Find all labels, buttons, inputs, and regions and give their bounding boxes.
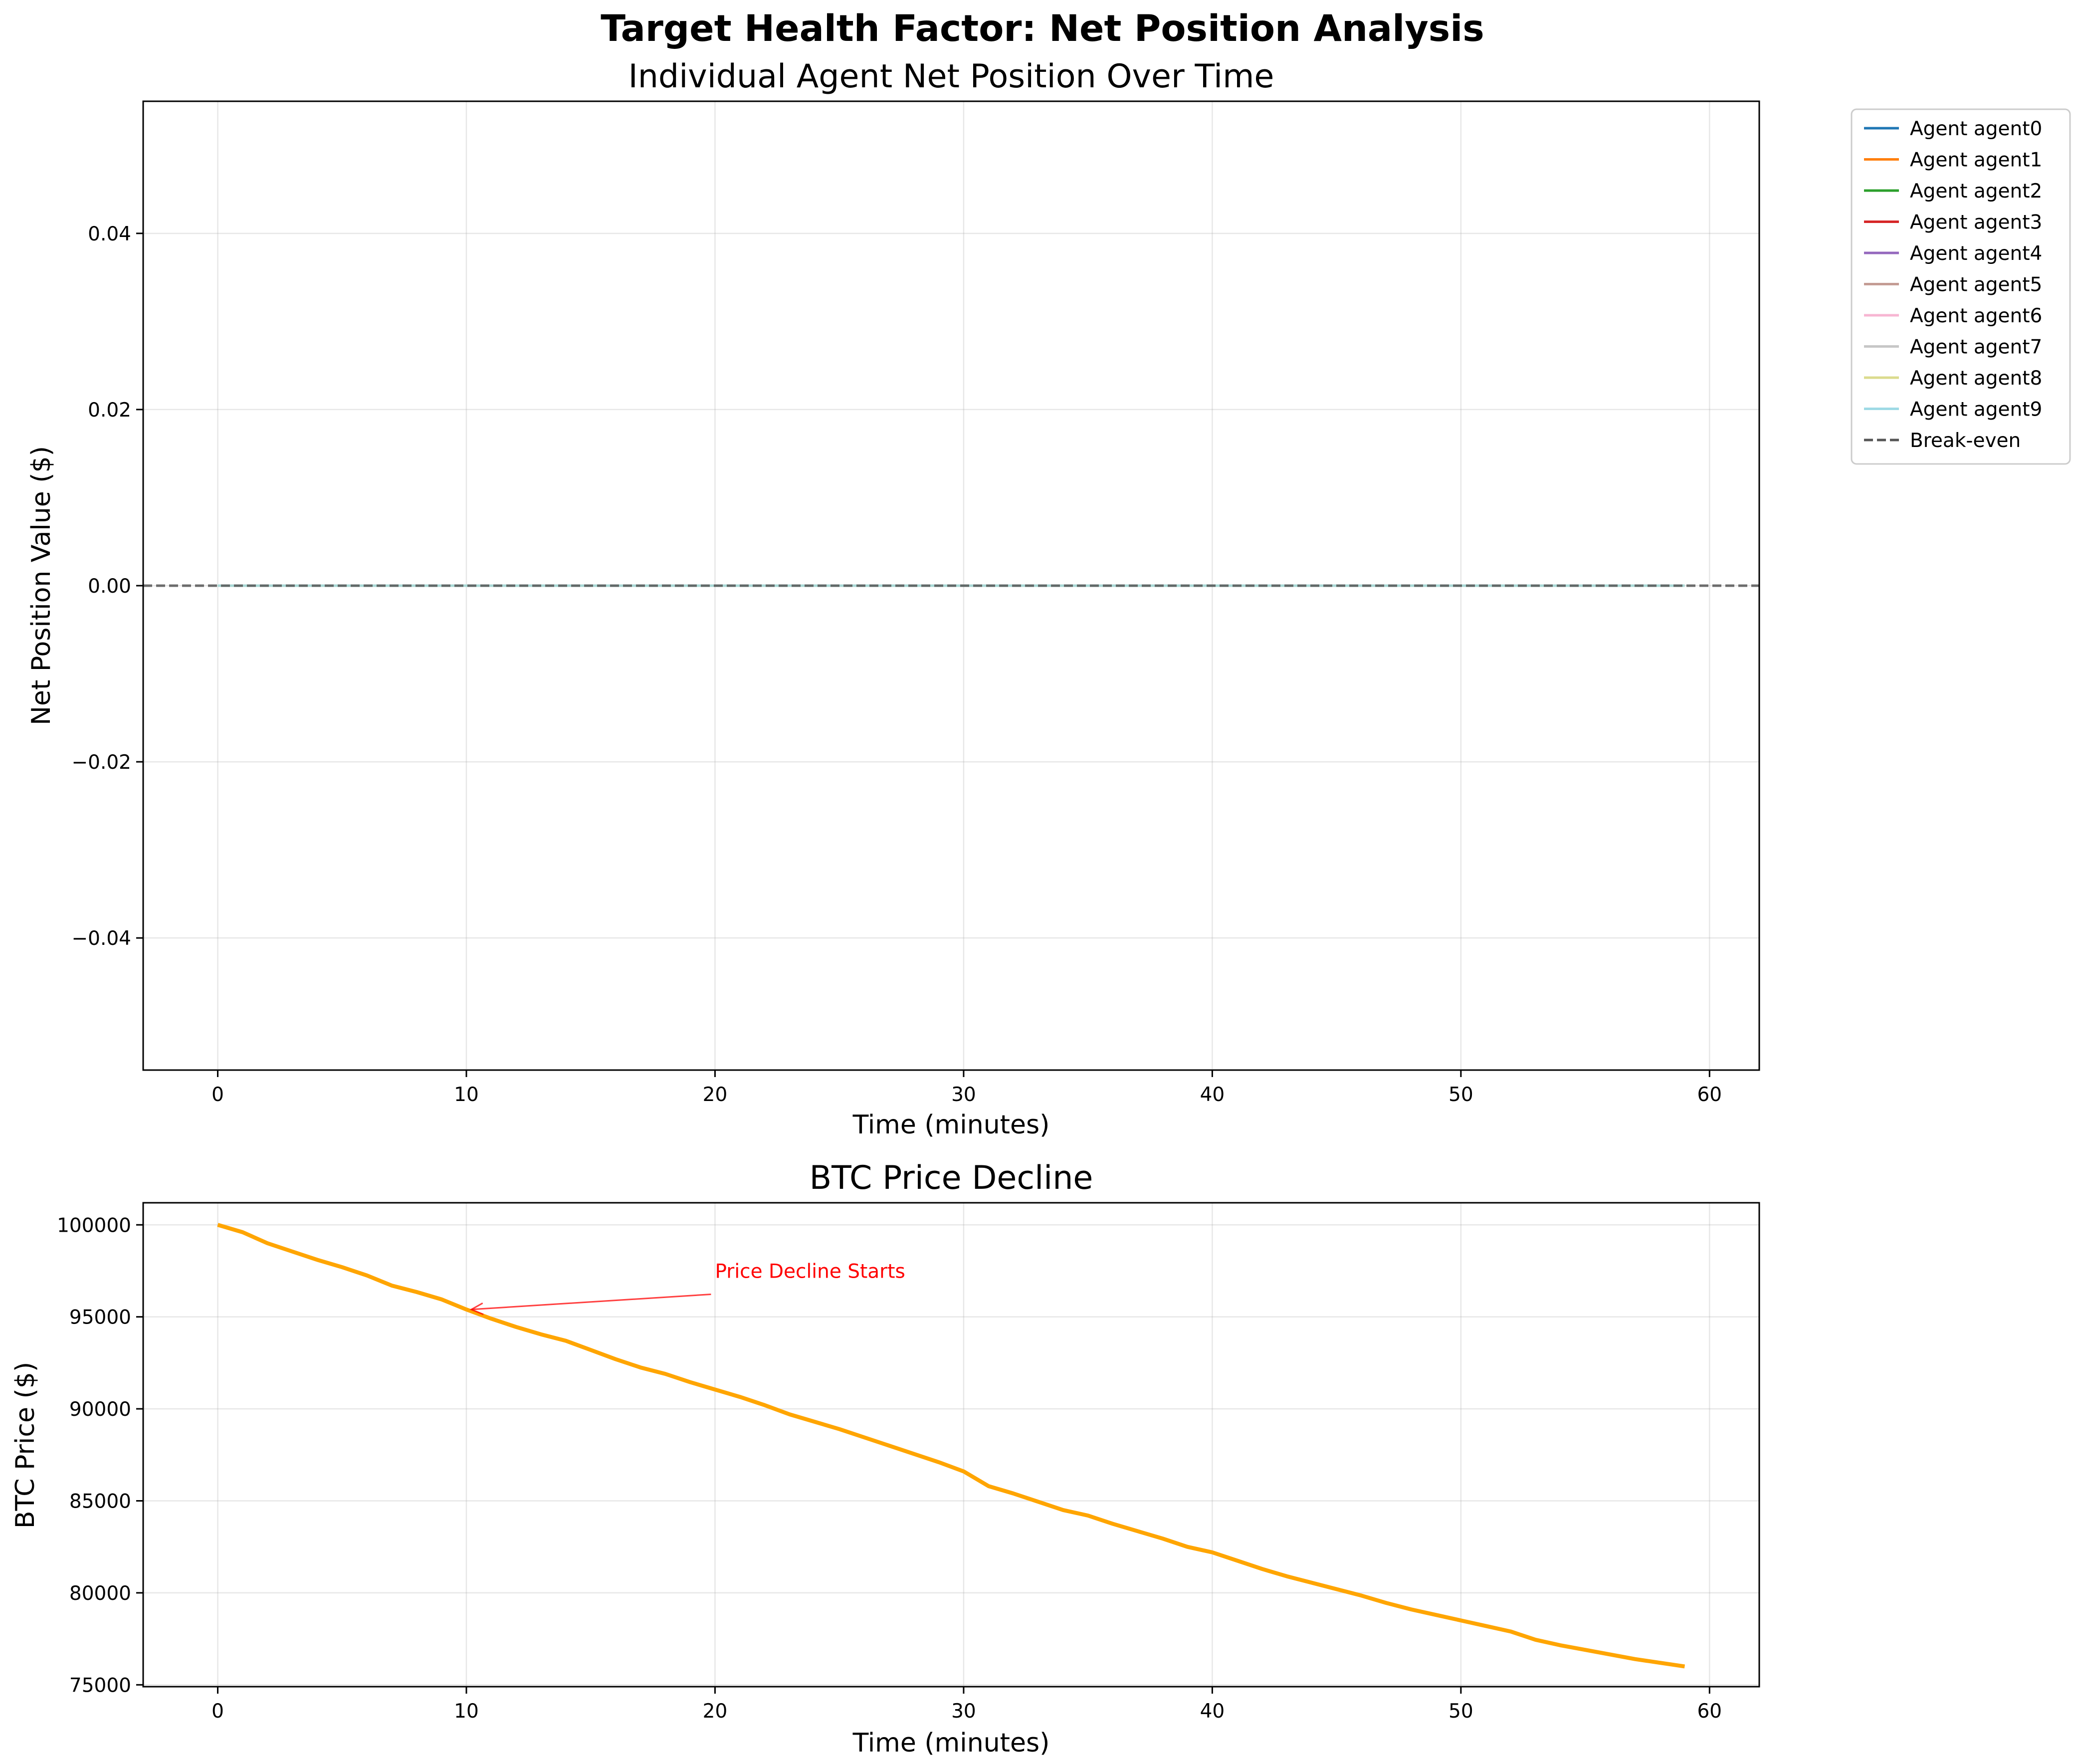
- legend-label-break-even: Break-even: [1910, 430, 2021, 452]
- net-position-ytick-label: −0.04: [71, 927, 131, 950]
- btc-price-chart-title: BTC Price Decline: [810, 1159, 1093, 1197]
- annotation-arrow-head: [469, 1302, 484, 1316]
- btc-price-ytick-label: 90000: [69, 1398, 131, 1421]
- net-position-xtick-label: 0: [211, 1084, 224, 1106]
- net-position-xlabel: Time (minutes): [852, 1110, 1050, 1140]
- btc-price-xtick-label: 20: [703, 1700, 728, 1723]
- net-position-legend: Agent agent0 Agent agent1 Agent agent2 Agen…: [1851, 108, 2071, 465]
- legend-label-agent4: Agent agent4: [1910, 242, 2042, 265]
- btc-price-grid: [143, 1203, 1759, 1687]
- net-position-xtick-label: 20: [703, 1084, 728, 1106]
- btc-price-xtick-label: 10: [454, 1700, 479, 1723]
- legend-label-agent0: Agent agent0: [1910, 118, 2042, 140]
- btc-price-line: [217, 1223, 1685, 1669]
- btc-price-plot-frame: [142, 1202, 1760, 1688]
- annotation-arrow-line: [471, 1293, 711, 1311]
- legend-box: [1851, 108, 2071, 465]
- legend-label-agent8: Agent agent8: [1910, 367, 2042, 390]
- btc-price-ytick-label: 75000: [69, 1674, 131, 1697]
- legend-label-agent1: Agent agent1: [1910, 149, 2042, 172]
- btc-price-chart: BTC Price Decline 0 10 20 30 40 50 60 75000 8000…: [10, 1159, 1760, 1758]
- legend-label-agent6: Agent agent6: [1910, 305, 2042, 327]
- net-position-ytick-label: −0.02: [71, 751, 131, 774]
- net-position-ytick-label: 0.04: [88, 223, 131, 245]
- btc-price-series: [217, 1223, 1685, 1669]
- btc-price-xlabel: Time (minutes): [852, 1728, 1050, 1758]
- btc-price-xtick-label: 0: [211, 1700, 224, 1723]
- net-position-ytick-label: 0.00: [88, 575, 131, 598]
- legend-label-agent3: Agent agent3: [1910, 212, 2042, 234]
- btc-price-ticks: 0 10 20 30 40 50 60 75000 80000 85000 90000 95000 10…: [57, 1214, 1722, 1723]
- btc-price-ylabel: BTC Price ($): [10, 1362, 40, 1529]
- net-position-ylabel: Net Position Value ($): [26, 446, 56, 725]
- btc-price-xtick-label: 40: [1200, 1700, 1225, 1723]
- annotation-text: Price Decline Starts: [715, 1260, 905, 1283]
- btc-price-xtick-label: 50: [1449, 1700, 1473, 1723]
- net-position-grid: [143, 101, 1759, 1070]
- net-position-xtick-label: 10: [454, 1084, 479, 1106]
- btc-price-xtick-label: 60: [1697, 1700, 1722, 1723]
- price-decline-annotation: Price Decline Starts: [469, 1260, 905, 1316]
- btc-price-ytick-label: 80000: [69, 1582, 131, 1605]
- legend-label-agent2: Agent agent2: [1910, 180, 2042, 203]
- net-position-xtick-label: 30: [951, 1084, 976, 1106]
- net-position-chart-title: Individual Agent Net Position Over Time: [628, 58, 1274, 95]
- net-position-xtick-label: 50: [1449, 1084, 1473, 1106]
- legend-label-agent5: Agent agent5: [1910, 274, 2042, 296]
- net-position-xtick-label: 60: [1697, 1084, 1722, 1106]
- net-position-xtick-label: 40: [1200, 1084, 1225, 1106]
- figure-title: Target Health Factor: Net Position Analy…: [601, 7, 1484, 50]
- btc-price-ytick-label: 95000: [69, 1307, 131, 1329]
- net-position-chart: Individual Agent Net Position Over Time …: [26, 58, 2071, 1140]
- net-position-plot-frame: [142, 100, 1760, 1071]
- legend-label-agent9: Agent agent9: [1910, 399, 2042, 421]
- legend-label-agent7: Agent agent7: [1910, 336, 2042, 359]
- btc-price-xtick-label: 30: [951, 1700, 976, 1723]
- net-position-ytick-label: 0.02: [88, 399, 131, 422]
- net-position-ticks: 0 10 20 30 40 50 60 −0.04 −0.02 0.00 0.02 0.04: [71, 223, 1722, 1106]
- btc-price-ytick-label: 85000: [69, 1490, 131, 1513]
- btc-price-ytick-label: 100000: [57, 1214, 131, 1237]
